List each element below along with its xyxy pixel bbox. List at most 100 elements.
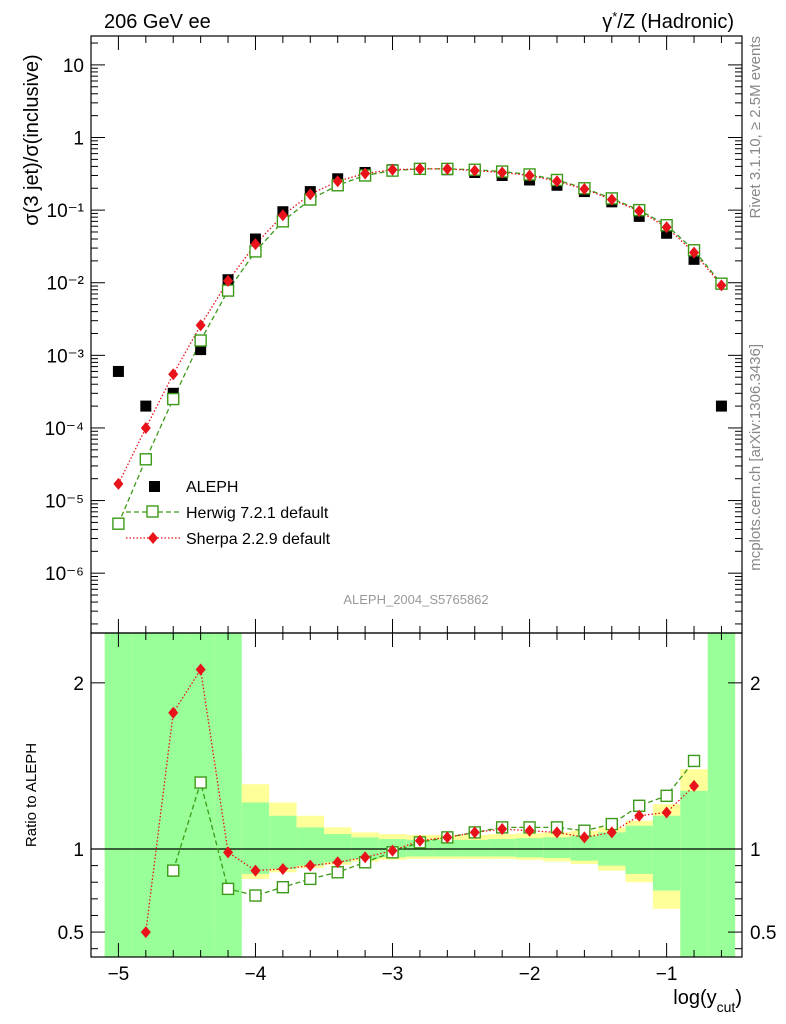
legend-herwig-marker <box>146 505 159 518</box>
main-sherpa-point <box>360 167 371 180</box>
main-herwig-point <box>167 392 180 406</box>
ratio-sherpa-point <box>606 826 617 839</box>
ratio-sherpa-point <box>250 864 261 877</box>
ratio-sherpa-point <box>168 706 179 719</box>
main-y-tick-label: 10⁻⁵ <box>45 492 84 513</box>
x-tick-label: −2 <box>519 964 541 985</box>
main-series-lines <box>117 168 722 524</box>
main-sherpa-point <box>497 166 508 179</box>
main-sherpa-point <box>469 164 480 177</box>
ratio-y-tick-label-left: 1 <box>73 840 84 861</box>
legend-sherpa-marker <box>148 532 158 544</box>
ratio-sherpa-point <box>332 856 343 869</box>
main-sherpa-point <box>661 221 672 234</box>
green-band-bin <box>241 802 270 874</box>
header-left-label: 206 GeV ee <box>104 11 211 33</box>
axis-ticks <box>90 36 742 957</box>
main-y-tick-label: 10⁻⁶ <box>45 564 84 585</box>
legend: ALEPH Herwig 7.2.1 default Sherpa 2.2.9 … <box>126 479 331 548</box>
x-tick-label: −3 <box>382 964 404 985</box>
green-band-bin <box>159 633 187 957</box>
green-band-bin <box>186 633 215 957</box>
ratio-uncertainty-bands <box>104 633 736 957</box>
main-sherpa-point <box>442 162 453 175</box>
ratio-sherpa-point <box>442 831 453 844</box>
ratio-herwig-point <box>194 776 207 789</box>
ratio-y-tick-label-right: 1 <box>750 840 761 861</box>
main-y-tick-label: 10 <box>63 56 84 77</box>
ratio-sherpa-point <box>360 851 371 864</box>
ratio-panel-frame <box>90 632 743 958</box>
ratio-sherpa-point <box>661 806 672 819</box>
main-sherpa-point <box>168 368 179 381</box>
ratio-sherpa-point <box>277 862 288 875</box>
main-sherpa-point <box>195 319 206 332</box>
green-band-bin <box>515 838 544 858</box>
ratio-sherpa-point <box>689 779 700 792</box>
ratio-y-tick-label-left: 2 <box>73 674 84 695</box>
header-right-label: γ*/Z (Hadronic) <box>602 9 734 33</box>
ratio-herwig-point <box>687 754 701 768</box>
ratio-herwig-point <box>221 882 235 896</box>
x-tick-label: −4 <box>245 964 267 985</box>
main-sherpa-point <box>250 238 261 251</box>
ratio-series-markers <box>140 663 701 939</box>
main-sherpa-point <box>606 193 617 206</box>
ratio-herwig-point <box>331 866 344 879</box>
ratio-sherpa-point <box>579 831 590 844</box>
ratio-y-axis-title: Ratio to ALEPH <box>23 743 40 847</box>
main-sherpa-point <box>305 188 316 201</box>
main-sherpa-point <box>716 279 727 292</box>
main-y-tick-label: 10⁻³ <box>47 346 85 367</box>
main-aleph-point <box>715 400 727 412</box>
ratio-sherpa-point <box>414 834 425 847</box>
main-sherpa-point <box>140 421 151 434</box>
x-axis-title: log(ycut) <box>673 987 742 1015</box>
main-sherpa-point <box>414 162 425 175</box>
ratio-panel-border <box>90 632 743 958</box>
main-sherpa-point <box>223 274 234 287</box>
green-band-bin <box>351 837 379 859</box>
ratio-sherpa-point <box>634 809 645 822</box>
x-tick-label: −5 <box>108 964 130 985</box>
legend-herwig-label: Herwig 7.2.1 default <box>186 505 329 522</box>
main-y-axis-title: σ(3 jet)/σ(inclusive) <box>21 54 43 225</box>
ratio-herwig-point <box>304 872 317 886</box>
main-sherpa-point <box>551 175 562 188</box>
axis-tick-labels: −5 −4 −3 −2 −1 10 1 10⁻¹ 10⁻² 10⁻³ 10⁻⁴ 10⁻⁵ 10⁻⁶ 0.5… <box>45 56 777 985</box>
main-sherpa-point <box>277 209 288 222</box>
main-y-tick-label: 1 <box>73 129 84 150</box>
analysis-id-label: ALEPH_2004_S5765862 <box>343 592 488 607</box>
ratio-sherpa-point <box>497 823 508 836</box>
main-herwig-point <box>139 453 153 466</box>
main-y-tick-label: 10⁻¹ <box>47 201 85 222</box>
legend-aleph-label: ALEPH <box>186 479 238 496</box>
ratio-y-tick-label-right: 0.5 <box>750 923 776 944</box>
main-sherpa-point <box>634 205 645 218</box>
main-sherpa-point <box>524 169 535 182</box>
ratio-herwig-point <box>249 889 262 902</box>
mcplots-source-label: mcplots.cern.ch [arXiv:1306.3436] <box>747 344 764 571</box>
green-band-bin <box>543 837 571 859</box>
green-band-bin <box>269 815 297 869</box>
ratio-y-tick-label-left: 0.5 <box>58 923 84 944</box>
main-sherpa-point <box>387 163 398 176</box>
ratio-herwig-point <box>660 789 673 803</box>
ratio-sherpa-point <box>387 844 398 857</box>
main-aleph-point <box>195 344 207 356</box>
main-herwig-point <box>194 334 207 347</box>
ratio-herwig-point <box>633 799 646 812</box>
rivet-version-label: Rivet 3.1.10, ≥ 2.5M events <box>747 36 764 219</box>
green-band-bin <box>488 839 516 857</box>
main-herwig-point <box>112 517 125 530</box>
green-band-bin <box>461 839 489 857</box>
main-sherpa-point <box>332 175 343 188</box>
ratio-herwig-point <box>276 881 290 894</box>
green-band-bin <box>625 825 653 874</box>
ratio-sherpa-point <box>524 824 535 837</box>
main-sherpa-point <box>113 477 124 490</box>
main-y-tick-label: 10⁻⁴ <box>45 419 84 440</box>
main-series-markers <box>112 162 728 530</box>
main-sherpa-point <box>579 183 590 196</box>
